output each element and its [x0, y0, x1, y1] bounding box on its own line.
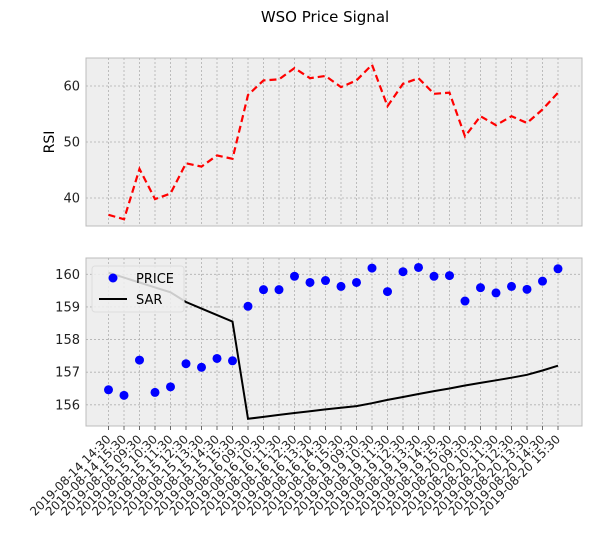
price-point [150, 387, 160, 397]
price-point [212, 353, 222, 363]
y-tick-label: 159 [55, 300, 80, 315]
price-point [104, 385, 113, 395]
price-point [398, 267, 408, 277]
price-axes: 156 157 158 159 160 2019-08-14 14:302019-08-… [27, 257, 583, 519]
price-point [429, 271, 439, 281]
rsi-y-ticks: 40 50 60 [63, 80, 80, 207]
legend-price-label: PRICE [136, 272, 174, 287]
legend: PRICE SAR [91, 265, 185, 313]
price-point [553, 264, 563, 274]
price-point [166, 382, 175, 392]
price-point [352, 277, 361, 287]
price-point [274, 285, 284, 295]
y-tick-label: 60 [63, 80, 80, 95]
price-point [414, 262, 423, 272]
price-point [135, 355, 144, 365]
price-point [181, 359, 191, 369]
price-point [476, 283, 485, 293]
price-point [119, 390, 129, 400]
price-point [243, 301, 253, 311]
y-tick-label: 157 [55, 366, 80, 381]
price-point [367, 263, 377, 273]
price-point [445, 271, 454, 281]
price-point [491, 288, 501, 298]
price-point [290, 271, 299, 281]
rsi-axes: 40 50 60 RSI [42, 57, 583, 227]
price-point [383, 287, 392, 297]
price-point [228, 356, 237, 366]
legend-sar-label: SAR [136, 293, 162, 308]
price-point [305, 277, 315, 287]
y-tick-label: 40 [63, 192, 80, 207]
y-tick-label: 160 [55, 268, 80, 283]
price-point [259, 285, 268, 295]
price-point [197, 362, 206, 372]
rsi-series [108, 62, 559, 221]
price-point [522, 284, 532, 294]
price-y-ticks: 156 157 158 159 160 [55, 268, 80, 413]
rsi-y-axis-label: RSI [42, 131, 58, 154]
legend-price-marker [108, 273, 118, 283]
price-point [460, 296, 470, 306]
price-point [507, 281, 516, 291]
price-point [336, 281, 346, 291]
y-tick-label: 50 [63, 136, 80, 151]
rsi-gridlines [86, 58, 582, 226]
price-point [321, 276, 330, 286]
rsi-line [108, 62, 559, 221]
y-tick-label: 156 [55, 398, 80, 413]
figure-title: WSO Price Signal [261, 8, 389, 26]
y-tick-label: 158 [55, 333, 80, 348]
price-point [538, 276, 547, 286]
